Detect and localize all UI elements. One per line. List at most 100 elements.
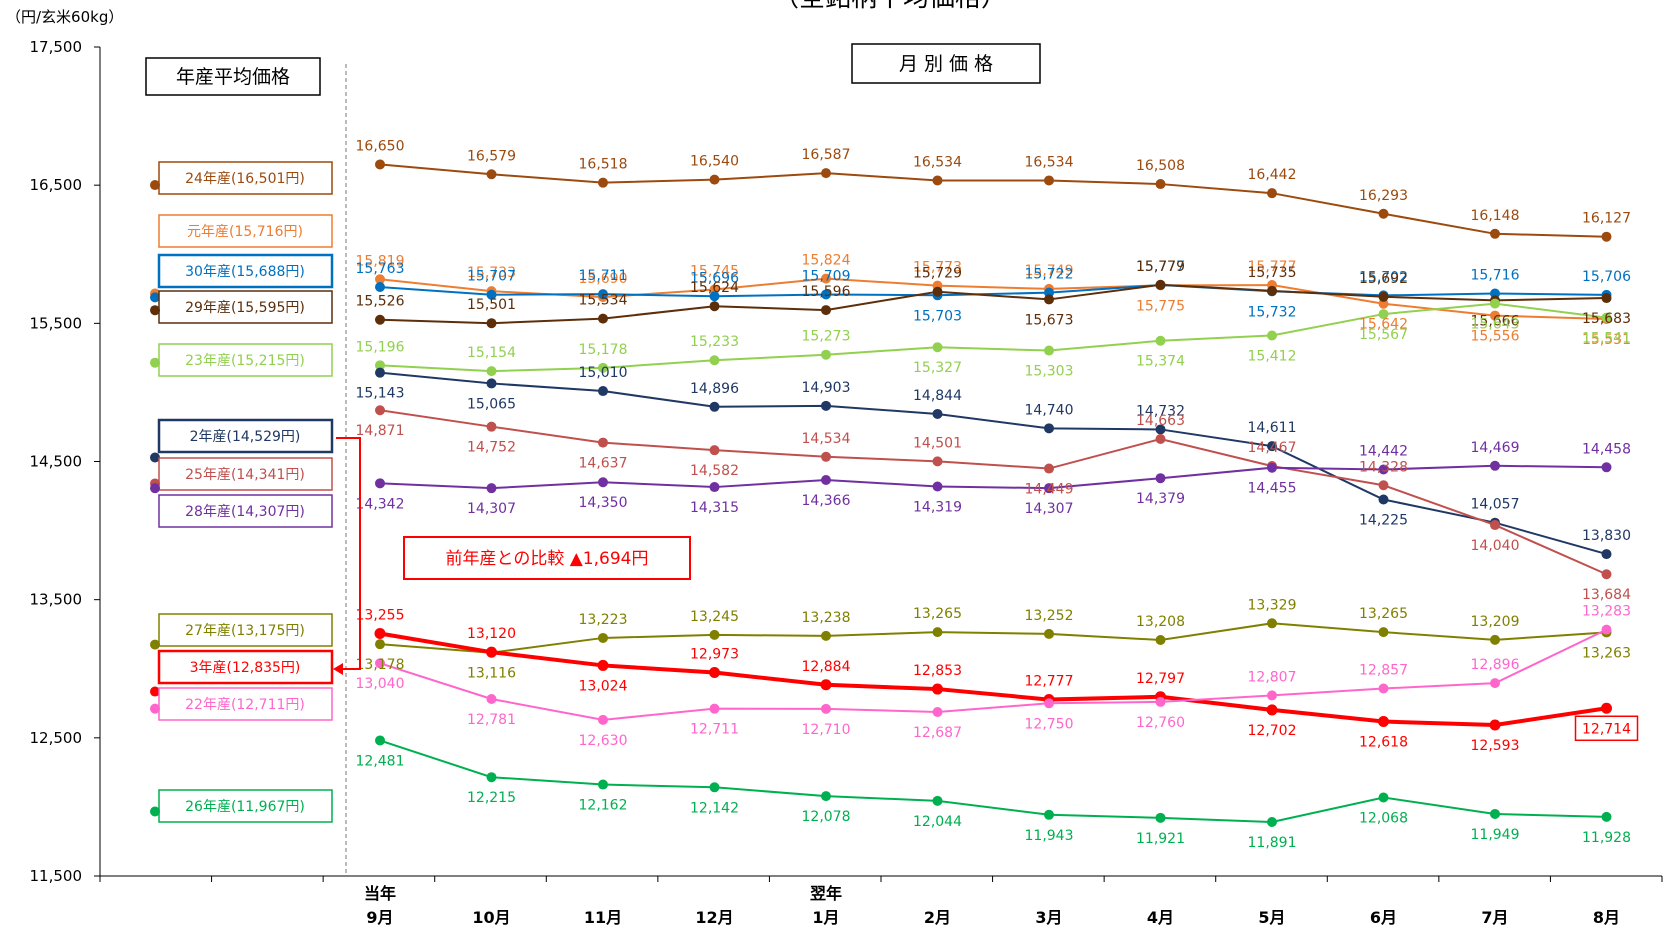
y-tick-label: 14,500 <box>30 453 83 471</box>
data-label: 14,611 <box>1248 420 1297 436</box>
series-line <box>379 464 1607 490</box>
data-label: 14,455 <box>1248 481 1297 497</box>
data-label: 14,844 <box>913 388 962 404</box>
data-label: 12,044 <box>913 814 962 830</box>
data-label: 12,807 <box>1248 669 1297 685</box>
series-line <box>379 409 1607 576</box>
y-tick-label: 11,500 <box>30 867 83 885</box>
data-point <box>486 318 497 329</box>
data-point <box>821 451 831 462</box>
data-label: 14,501 <box>913 435 962 451</box>
x-tick-label: 4月 <box>1147 908 1174 927</box>
data-point <box>598 313 608 324</box>
data-point <box>486 289 497 300</box>
y-tick-label: 13,500 <box>30 591 83 609</box>
data-point <box>1601 312 1612 323</box>
data-label: 13,209 <box>1471 614 1520 630</box>
series-27年産 <box>375 618 1612 658</box>
series-line <box>379 163 1607 238</box>
data-label: 15,233 <box>690 334 739 350</box>
data-point <box>1378 208 1389 219</box>
data-label: 14,663 <box>1136 413 1185 429</box>
data-point <box>1490 678 1500 689</box>
data-label: 16,508 <box>1136 158 1185 174</box>
data-label: 15,706 <box>1582 269 1631 285</box>
data-label: 14,057 <box>1471 497 1520 513</box>
annual-average-point <box>150 357 160 368</box>
data-label: 15,303 <box>1025 364 1074 380</box>
data-label: 14,366 <box>802 493 851 509</box>
x-tick-label: 2月 <box>924 908 951 927</box>
data-label: 12,884 <box>802 659 851 675</box>
data-label: 15,819 <box>356 253 405 269</box>
data-point <box>932 408 943 419</box>
data-label: 14,328 <box>1359 459 1408 475</box>
monthly-price-box: 月 別 価 格 <box>851 43 1041 84</box>
data-point <box>486 169 497 180</box>
data-point <box>932 175 943 186</box>
data-label: 15,745 <box>690 263 739 279</box>
data-point <box>1378 309 1389 320</box>
legend: 24年産(16,501円) 元年産(15,716円) 30年産(15,688円) 29… <box>150 161 334 823</box>
data-point <box>374 628 386 640</box>
data-point <box>821 273 831 284</box>
data-label: 15,690 <box>579 271 628 287</box>
x-tick-label: 3月 <box>1035 908 1062 927</box>
legend-box <box>157 418 334 454</box>
data-label: 14,732 <box>1136 403 1185 419</box>
annual-average-point <box>150 806 160 817</box>
data-label: 14,350 <box>579 495 628 511</box>
legend-item: 25年産(14,341円) <box>150 457 333 491</box>
annual-average-point <box>150 180 160 191</box>
data-label: 15,707 <box>467 269 516 285</box>
legend-label: 22年産(12,711円) <box>185 697 305 713</box>
x-tick-label: 5月 <box>1258 908 1285 927</box>
data-label: 14,315 <box>690 500 739 516</box>
data-label: 15,567 <box>1359 327 1408 343</box>
data-point <box>598 779 608 790</box>
series-line <box>379 283 1607 325</box>
x-tick-label: 7月 <box>1481 908 1508 927</box>
data-point <box>375 281 385 292</box>
data-point <box>709 174 720 185</box>
data-point <box>1044 175 1054 186</box>
data-label: 15,065 <box>467 396 516 412</box>
data-label: 15,692 <box>1359 271 1408 287</box>
data-point <box>1267 285 1277 296</box>
x-tick-label: 9月 <box>366 908 393 927</box>
data-label: 15,722 <box>1025 267 1074 283</box>
annual-average-point <box>150 483 160 494</box>
data-label: 11,921 <box>1136 831 1185 847</box>
data-point <box>709 301 720 312</box>
data-label: 15,733 <box>467 265 516 281</box>
data-label: 16,442 <box>1248 167 1297 183</box>
data-label: 12,781 <box>467 712 516 728</box>
data-point <box>932 627 943 638</box>
legend-item: 28年産(14,307円) <box>150 483 333 528</box>
data-label: 15,531 <box>1582 332 1631 348</box>
legend-box <box>158 214 333 248</box>
data-label: 15,010 <box>579 365 628 381</box>
data-point <box>709 703 720 714</box>
data-label: 13,120 <box>467 626 516 642</box>
data-label: 15,763 <box>356 261 405 277</box>
data-point <box>598 386 608 397</box>
annual-average-point <box>150 452 160 463</box>
data-label: 12,481 <box>356 753 405 769</box>
data-label: 15,711 <box>579 268 628 284</box>
data-label: 15,683 <box>1582 311 1631 327</box>
data-point <box>821 475 831 486</box>
x-year-label: 翌年 <box>810 884 842 903</box>
data-label: 12,142 <box>690 800 739 816</box>
legend-label: 30年産(15,688円) <box>185 264 305 280</box>
data-point <box>821 791 831 802</box>
data-label: 16,579 <box>467 148 516 164</box>
data-point <box>597 659 609 671</box>
data-point <box>1266 704 1278 716</box>
data-label: 12,750 <box>1025 716 1074 732</box>
data-point <box>709 782 720 793</box>
data-label: 11,949 <box>1471 827 1520 843</box>
series-28年産 <box>375 460 1612 494</box>
series-line <box>379 739 1607 823</box>
series-25年産 <box>375 405 1612 580</box>
